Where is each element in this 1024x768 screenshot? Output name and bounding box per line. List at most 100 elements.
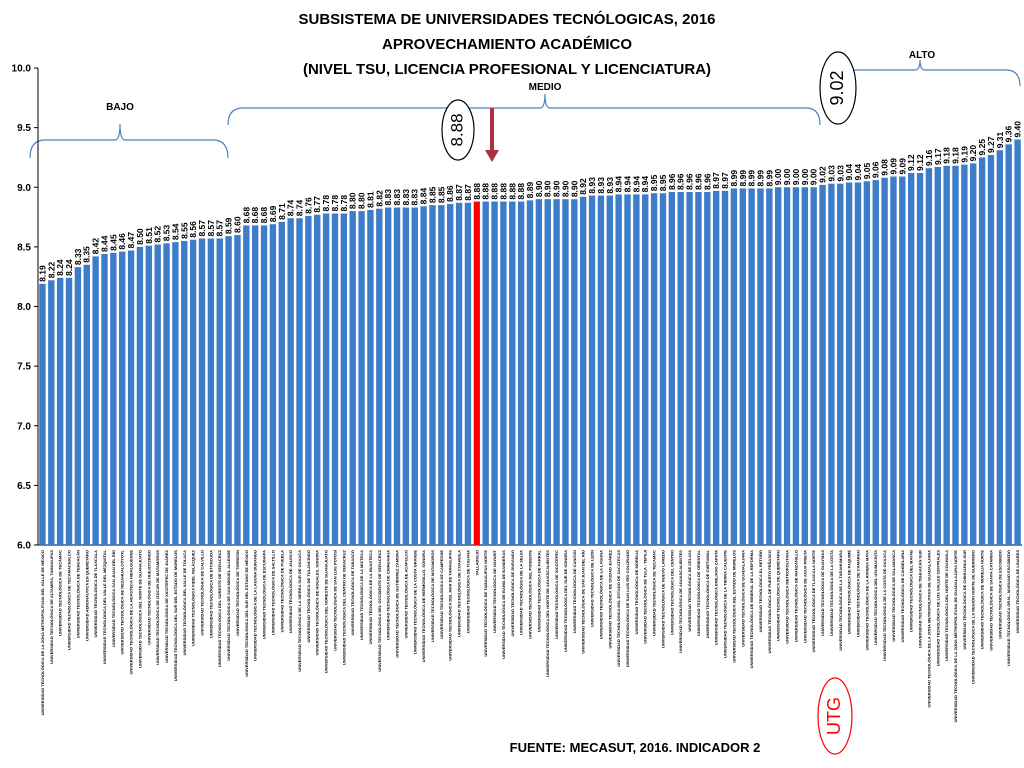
x-tick-label: UNIVERSIDAD TECNOLÓGICA DE NUEVO LAREDO — [660, 550, 665, 648]
value-label: 8.44 — [99, 235, 109, 252]
x-tick-label: UNIVERSIDAD TECNOLÓGICA GRAL. MARIANO ES… — [1006, 550, 1011, 666]
x-tick-label: UNIVERSIDAD TECNOLÓGICA DE TECAMACHALCO — [67, 550, 72, 650]
bar — [952, 165, 959, 545]
x-tick-label: UNIVERSIDAD TECNOLÓGICA DE LOS VALLES CE… — [935, 550, 940, 667]
value-label: 8.78 — [339, 195, 349, 212]
bar — [411, 207, 418, 545]
value-label: 8.74 — [286, 199, 296, 216]
bar — [899, 176, 906, 545]
bar — [624, 194, 631, 545]
bar — [110, 252, 117, 545]
x-tick-label: UNIVERSIDAD TECNOLÓGICA DE PARRAL — [536, 549, 541, 632]
value-label: 8.57 — [215, 220, 225, 237]
x-tick-label: UNIVERSIDAD TECNOLÓGICA DEL SUR DE SONOR… — [563, 550, 568, 652]
bar — [145, 245, 153, 545]
annotation: UTG — [824, 697, 844, 735]
value-label: 8.96 — [685, 173, 695, 190]
value-label: 8.80 — [357, 192, 367, 209]
bracket — [227, 93, 821, 126]
bar — [358, 211, 365, 545]
value-label: 8.96 — [667, 173, 677, 190]
value-label: 8.56 — [188, 221, 198, 238]
x-tick-label: UNIVERSIDAD TECNOLÓGICA DE HUEJOTZINGO — [146, 550, 151, 645]
value-label: 8.88 — [490, 183, 500, 200]
value-label: 8.74 — [295, 199, 305, 216]
x-tick-label: UNIVERSIDAD TECNOLÓGICA DE CALVILLO — [200, 550, 205, 636]
x-tick-label: UNIVERSIDAD TECNOLÓGICA DE GUTIÉRREZ ZAM… — [395, 550, 400, 658]
x-tick-label: UNIVERSIDAD TECNOLÓGICA DE MORELIA — [634, 550, 639, 634]
bar — [127, 250, 135, 545]
x-tick-label: UNIVERSIDAD TECNOLÓGICA DE CAMARGO — [856, 550, 861, 637]
value-label: 8.83 — [392, 189, 402, 206]
value-label: 8.97 — [720, 172, 730, 189]
value-label: 8.88 — [472, 183, 482, 200]
x-tick-label: UNIVERSIDAD TECNOLÓGICA DE TIJUANA — [465, 550, 470, 633]
value-label: 8.93 — [587, 177, 597, 194]
bar — [535, 199, 543, 546]
x-tick-label: UNIVERSIDAD TECNOLÓGICA DE SAN JUAN DEL … — [581, 550, 586, 654]
bar — [934, 166, 941, 546]
bar — [801, 187, 809, 545]
bar — [455, 202, 463, 545]
value-label: 9.04 — [844, 164, 854, 181]
y-tick-label: 10.0 — [12, 64, 32, 75]
annotation-ellipse — [817, 677, 853, 755]
value-label: 8.99 — [729, 170, 739, 187]
x-tick-label: UNIVERSIDAD TECNOLÓGICA DE LA TIERRA CAL… — [723, 550, 728, 658]
x-tick-label: UNIVERSIDAD TECNOLÓGICA DEL NORTE DE COA… — [944, 550, 949, 661]
bar — [136, 246, 144, 545]
x-tick-label: UNIVERSIDAD TECNOLÓGICA DE PUEBLA — [279, 550, 284, 632]
value-label: 8.95 — [658, 174, 668, 191]
value-label: 8.59 — [224, 217, 234, 234]
x-tick-label: UNIVERSIDAD TECNOLÓGICA DE LA REGIÓN NOR… — [971, 550, 976, 684]
value-label: 9.31 — [995, 131, 1005, 148]
value-label: 9.08 — [880, 159, 890, 176]
value-label: 8.84 — [419, 188, 429, 205]
bar — [650, 193, 658, 545]
x-tick-label: UNIVERSIDAD TECNOLÓGICA DE LA SIERRA SUR… — [297, 550, 302, 672]
x-tick-label: UNIVERSIDAD TECNOLÓGICA DE QUERÉTARO — [776, 550, 781, 641]
value-label: 8.42 — [91, 238, 101, 255]
bar — [987, 155, 995, 546]
value-label: 9.02 — [818, 166, 828, 183]
bar — [907, 172, 915, 545]
bar — [402, 207, 410, 545]
value-label: 9.00 — [800, 168, 810, 185]
arrow-head — [485, 150, 499, 162]
y-tick-label: 7.5 — [17, 362, 31, 373]
value-label: 8.24 — [64, 259, 74, 276]
bar — [695, 192, 702, 545]
bar — [606, 195, 613, 545]
bar — [730, 188, 738, 545]
bar — [854, 182, 862, 546]
bar — [633, 194, 640, 545]
y-tick-label: 9.5 — [17, 123, 31, 134]
x-tick-label: UNIVERSIDAD TECNOLÓGICA DE PUERTO PEÑASC… — [767, 550, 772, 653]
bar — [225, 236, 232, 545]
x-tick-label: UNIVERSIDAD TECNOLÓGICA DE ETCHOJOA — [208, 550, 213, 638]
value-label: 8.93 — [596, 177, 606, 194]
value-label: 9.20 — [968, 145, 978, 162]
value-label: 9.18 — [951, 147, 961, 164]
x-tick-label: UNIVERSIDAD TECNOLÓGICA DEL ESTADO DE MO… — [731, 550, 736, 663]
bar — [119, 251, 126, 545]
x-tick-label: UNIVERSIDAD TECNOLÓGICA DE MORELIA NORTE — [980, 550, 985, 650]
x-tick-label: UNIVERSIDAD TECNOLÓGICA DE LINARES — [1015, 550, 1020, 634]
value-label: 8.33 — [73, 248, 83, 265]
x-tick-label: UNIVERSIDAD TECNOLÓGICA DE ACAPULCO — [403, 550, 408, 638]
value-label: 8.77 — [312, 196, 322, 213]
bar — [961, 164, 968, 545]
x-tick-label: UNIVERSIDAD TECNOLÓGICA DEL ESTADO DE ZA… — [616, 550, 621, 667]
bar — [189, 239, 197, 545]
x-tick-label: UNIVERSIDAD TECNOLÓGICA DE CIUDAD JUÁREZ — [607, 549, 612, 648]
x-tick-label: UNIVERSIDAD TECNOLÓGICA DE AGUASCALIENTE… — [678, 550, 683, 653]
value-label: 8.69 — [268, 205, 278, 222]
x-tick-label: UNIVERSIDAD TECNOLÓGICA DE LA SELVA — [519, 550, 524, 635]
value-label: 8.60 — [232, 216, 242, 233]
value-label: 9.16 — [924, 149, 934, 166]
bar — [526, 200, 534, 545]
value-label: 8.68 — [250, 207, 260, 224]
x-tick-label: UNIVERSIDAD TECNOLÓGICA DE TLAXCALA — [93, 550, 98, 638]
x-tick-label: UNIVERSIDAD TECNOLÓGICA DE NOGALES, SONO… — [315, 550, 320, 656]
value-label: 9.09 — [888, 158, 898, 175]
